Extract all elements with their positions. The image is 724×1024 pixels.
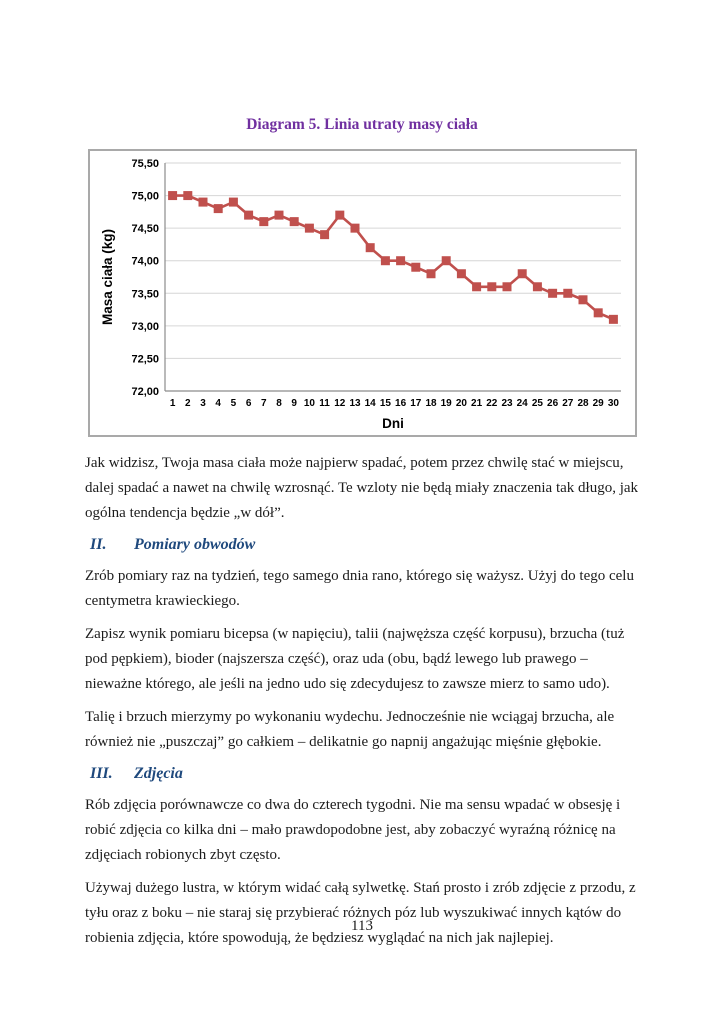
section-title: Zdjęcia — [134, 765, 183, 782]
x-tick-label: 20 — [456, 398, 468, 409]
x-tick-label: 22 — [486, 398, 498, 409]
paragraph: Talię i brzuch mierzymy po wykonaniu wyd… — [85, 709, 615, 750]
x-tick-label: 16 — [395, 398, 407, 409]
data-point-marker — [396, 256, 406, 266]
data-point-marker — [335, 210, 345, 220]
weight-loss-chart: 75,50 75,00 74,50 74,00 73,50 73,00 72,50 72,00… — [88, 149, 637, 437]
data-point-marker — [487, 282, 497, 292]
section-heading-zdjecia: III. Zdjęcia — [85, 763, 645, 785]
x-tick-label: 27 — [562, 398, 574, 409]
data-line — [172, 194, 614, 321]
data-point-marker — [259, 217, 269, 227]
data-point-marker — [426, 269, 436, 279]
paragraph: Rób zdjęcia porównawcze co dwa do cztere… — [85, 797, 621, 863]
data-point-marker — [563, 288, 573, 298]
data-point-marker — [274, 210, 284, 220]
data-point-marker — [183, 191, 193, 201]
data-point-marker — [441, 256, 451, 266]
data-point-marker — [456, 269, 466, 279]
data-point-marker — [198, 197, 208, 207]
x-tick-label: 26 — [547, 398, 559, 409]
data-point-marker — [244, 210, 254, 220]
x-tick-label: 6 — [246, 398, 252, 409]
data-point-marker — [365, 243, 375, 253]
x-tick-label: 10 — [304, 398, 316, 409]
y-tick-label: 75,00 — [131, 191, 159, 203]
data-point-marker — [168, 191, 178, 201]
data-point-marker — [532, 282, 542, 292]
data-point-marker — [472, 282, 482, 292]
chart-canvas: 75,50 75,00 74,50 74,00 73,50 73,00 72,50 72,00… — [100, 158, 621, 431]
x-tick-label: 15 — [380, 398, 392, 409]
paragraph: Zrób pomiary raz na tydzień, tego samego… — [85, 568, 634, 609]
data-point-marker — [213, 204, 223, 214]
x-tick-label: 17 — [410, 398, 422, 409]
intro-paragraph: Jak widzisz, Twoja masa ciała może najpi… — [85, 455, 639, 521]
section-heading-pomiary-obwodow: II. Pomiary obwodów — [85, 534, 645, 556]
y-tick-label: 72,50 — [131, 353, 159, 365]
data-point-marker — [228, 197, 238, 207]
x-tick-label: 7 — [261, 398, 267, 409]
x-tick-label: 23 — [501, 398, 513, 409]
data-point-marker — [593, 308, 603, 318]
y-tick-label: 72,00 — [131, 386, 159, 398]
x-tick-label: 21 — [471, 398, 483, 409]
x-tick-label: 11 — [319, 398, 330, 409]
data-point-marker — [304, 223, 314, 233]
x-tick-label: 3 — [200, 398, 206, 409]
x-axis-title: Dni — [382, 416, 404, 431]
y-tick-label: 73,00 — [131, 321, 159, 333]
data-point-marker — [320, 230, 330, 240]
data-point-marker — [350, 223, 360, 233]
y-tick-label: 73,50 — [131, 288, 159, 300]
page-number: 113 — [351, 918, 373, 934]
x-tick-label: 18 — [425, 398, 437, 409]
x-tick-label: 2 — [185, 398, 191, 409]
data-point-marker — [380, 256, 390, 266]
data-point-marker — [608, 314, 618, 324]
x-tick-label: 8 — [276, 398, 282, 409]
section-number: II. — [90, 536, 107, 553]
x-tick-label: 19 — [441, 398, 453, 409]
body-text: Jak widzisz, Twoja masa ciała może najpi… — [85, 451, 645, 959]
y-tick-label: 74,00 — [131, 256, 159, 268]
paragraph: Zapisz wynik pomiaru bicepsa (w napięciu… — [85, 626, 625, 692]
data-point-marker — [548, 288, 558, 298]
x-tick-label: 1 — [170, 398, 176, 409]
section-number: III. — [90, 765, 113, 782]
diagram-title: Diagram 5. Linia utraty masy ciała — [246, 116, 478, 133]
x-tick-label: 30 — [608, 398, 620, 409]
paragraph: Używaj dużego lustra, w którym widać cał… — [85, 880, 636, 946]
x-tick-label: 14 — [365, 398, 377, 409]
data-point-marker — [517, 269, 527, 279]
x-tick-label: 28 — [577, 398, 589, 409]
x-tick-label: 13 — [349, 398, 361, 409]
data-point-marker — [411, 262, 421, 272]
x-tick-label: 25 — [532, 398, 544, 409]
data-point-marker — [289, 217, 299, 227]
data-point-marker — [578, 295, 588, 305]
section-title: Pomiary obwodów — [134, 536, 256, 553]
x-tick-label: 24 — [517, 398, 529, 409]
y-axis-title: Masa ciała (kg) — [100, 229, 115, 325]
x-tick-label: 4 — [215, 398, 221, 409]
x-tick-label: 9 — [291, 398, 297, 409]
y-tick-label: 74,50 — [131, 223, 159, 235]
data-point-marker — [502, 282, 512, 292]
x-tick-label: 29 — [593, 398, 605, 409]
y-tick-label: 75,50 — [131, 158, 159, 170]
x-tick-label: 12 — [334, 398, 346, 409]
x-tick-label: 5 — [231, 398, 237, 409]
